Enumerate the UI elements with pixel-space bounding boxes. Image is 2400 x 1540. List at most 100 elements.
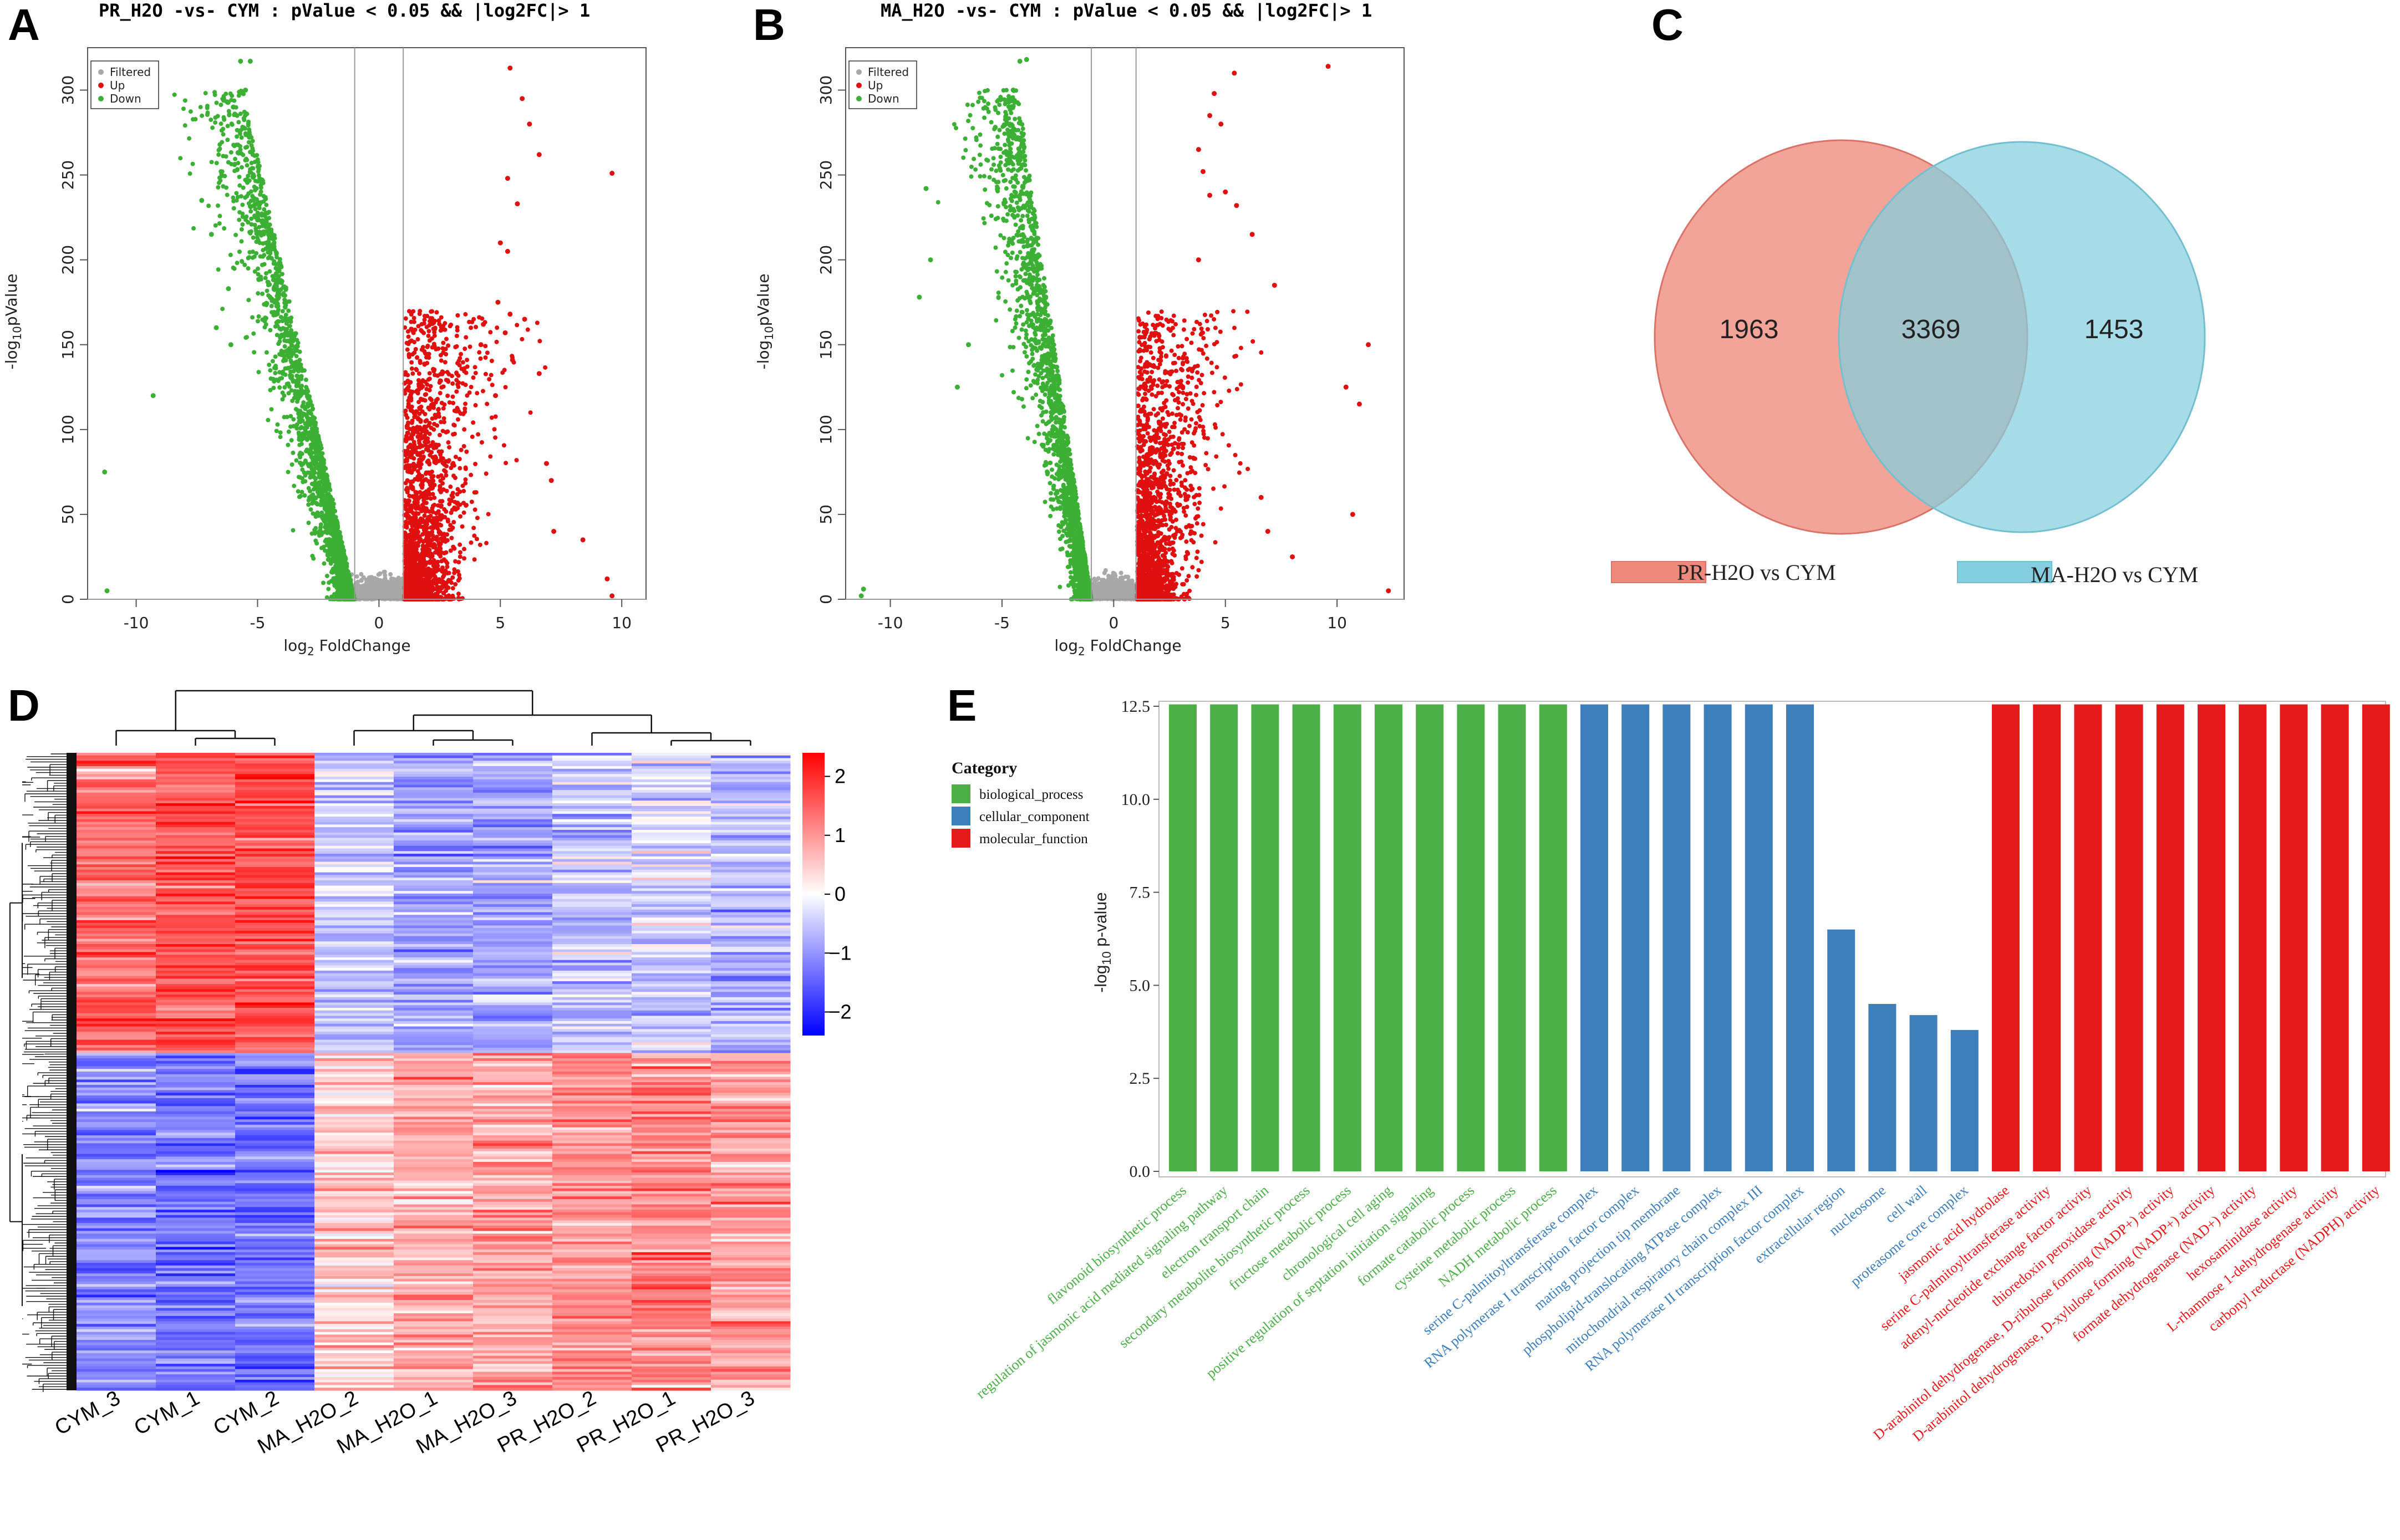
down-point: [243, 156, 248, 161]
down-point: [299, 451, 304, 456]
up-point: [434, 546, 439, 551]
up-point: [427, 387, 432, 392]
down-point: [276, 295, 281, 300]
down-point: [290, 399, 295, 404]
down-point: [262, 325, 267, 330]
down-point: [343, 559, 348, 564]
up-point: [460, 483, 465, 488]
down-point: [234, 198, 239, 203]
down-point: [312, 475, 317, 480]
down-point: [245, 111, 250, 116]
up-point: [472, 507, 477, 512]
down-point: [263, 276, 268, 281]
down-point: [242, 118, 247, 123]
down-point: [314, 430, 319, 435]
down-point: [250, 194, 255, 199]
down-point: [243, 177, 248, 182]
down-point: [267, 363, 272, 368]
down-point: [299, 441, 304, 446]
up-point: [459, 351, 464, 356]
up-point: [438, 353, 443, 358]
down-point: [311, 487, 316, 492]
up-point: [409, 420, 414, 425]
down-point: [335, 590, 340, 595]
down-point: [292, 336, 297, 341]
down-point: [302, 426, 307, 431]
down-point: [299, 411, 304, 416]
down-point: [243, 195, 248, 200]
down-point: [235, 261, 240, 266]
up-point: [528, 410, 533, 415]
up-point: [454, 333, 459, 338]
up-point: [448, 324, 452, 329]
filtered-point: [363, 586, 368, 591]
up-point: [483, 344, 488, 349]
down-point: [248, 170, 253, 175]
up-point: [450, 525, 455, 530]
down-point: [311, 511, 316, 516]
down-point: [104, 588, 110, 594]
up-point: [416, 384, 421, 389]
down-point: [227, 113, 232, 118]
filtered-point: [375, 577, 380, 582]
down-point: [221, 132, 226, 137]
up-point: [459, 447, 464, 452]
down-point: [291, 351, 296, 356]
up-point: [422, 513, 427, 518]
down-point: [262, 213, 267, 218]
up-point: [445, 393, 450, 398]
up-point: [432, 318, 437, 323]
volcano-a-frame: [87, 47, 647, 600]
up-point: [439, 550, 444, 555]
up-point: [421, 518, 426, 523]
down-point: [304, 437, 309, 442]
up-point: [405, 378, 410, 383]
down-point: [248, 209, 253, 214]
down-point: [199, 198, 205, 203]
down-point: [283, 358, 288, 363]
down-point: [228, 91, 233, 96]
up-point: [453, 559, 458, 564]
down-point: [331, 502, 336, 507]
down-point: [330, 567, 335, 572]
down-point: [255, 201, 260, 206]
down-point: [316, 493, 321, 498]
up-point: [440, 538, 445, 543]
up-point: [514, 458, 519, 463]
down-point: [296, 380, 301, 385]
down-point: [303, 459, 308, 464]
panel-letter-d: D: [8, 681, 40, 730]
up-point: [435, 423, 440, 428]
up-point: [490, 383, 495, 387]
down-point: [267, 216, 272, 221]
down-point: [276, 261, 281, 266]
down-point: [222, 226, 227, 231]
down-point: [306, 521, 311, 526]
down-point: [258, 189, 263, 194]
up-point: [416, 371, 421, 376]
down-point: [335, 540, 340, 545]
up-point: [473, 462, 478, 467]
up-point: [429, 397, 434, 402]
up-point: [461, 501, 466, 506]
down-point: [248, 229, 253, 234]
down-point: [209, 232, 214, 237]
up-point: [430, 401, 435, 406]
up-point: [436, 474, 441, 479]
down-point: [272, 379, 277, 384]
down-point: [291, 528, 296, 533]
down-point: [296, 396, 301, 401]
up-point: [436, 540, 441, 545]
down-point: [255, 165, 260, 170]
up-point: [450, 586, 455, 591]
down-point: [268, 243, 273, 248]
up-point: [455, 492, 460, 497]
up-point: [454, 371, 459, 376]
down-point: [187, 171, 192, 176]
panel-letter-b: B: [753, 0, 785, 49]
down-point: [257, 206, 262, 211]
down-point: [247, 255, 252, 260]
down-point: [296, 489, 301, 494]
down-point: [230, 122, 235, 127]
down-point: [282, 344, 287, 349]
